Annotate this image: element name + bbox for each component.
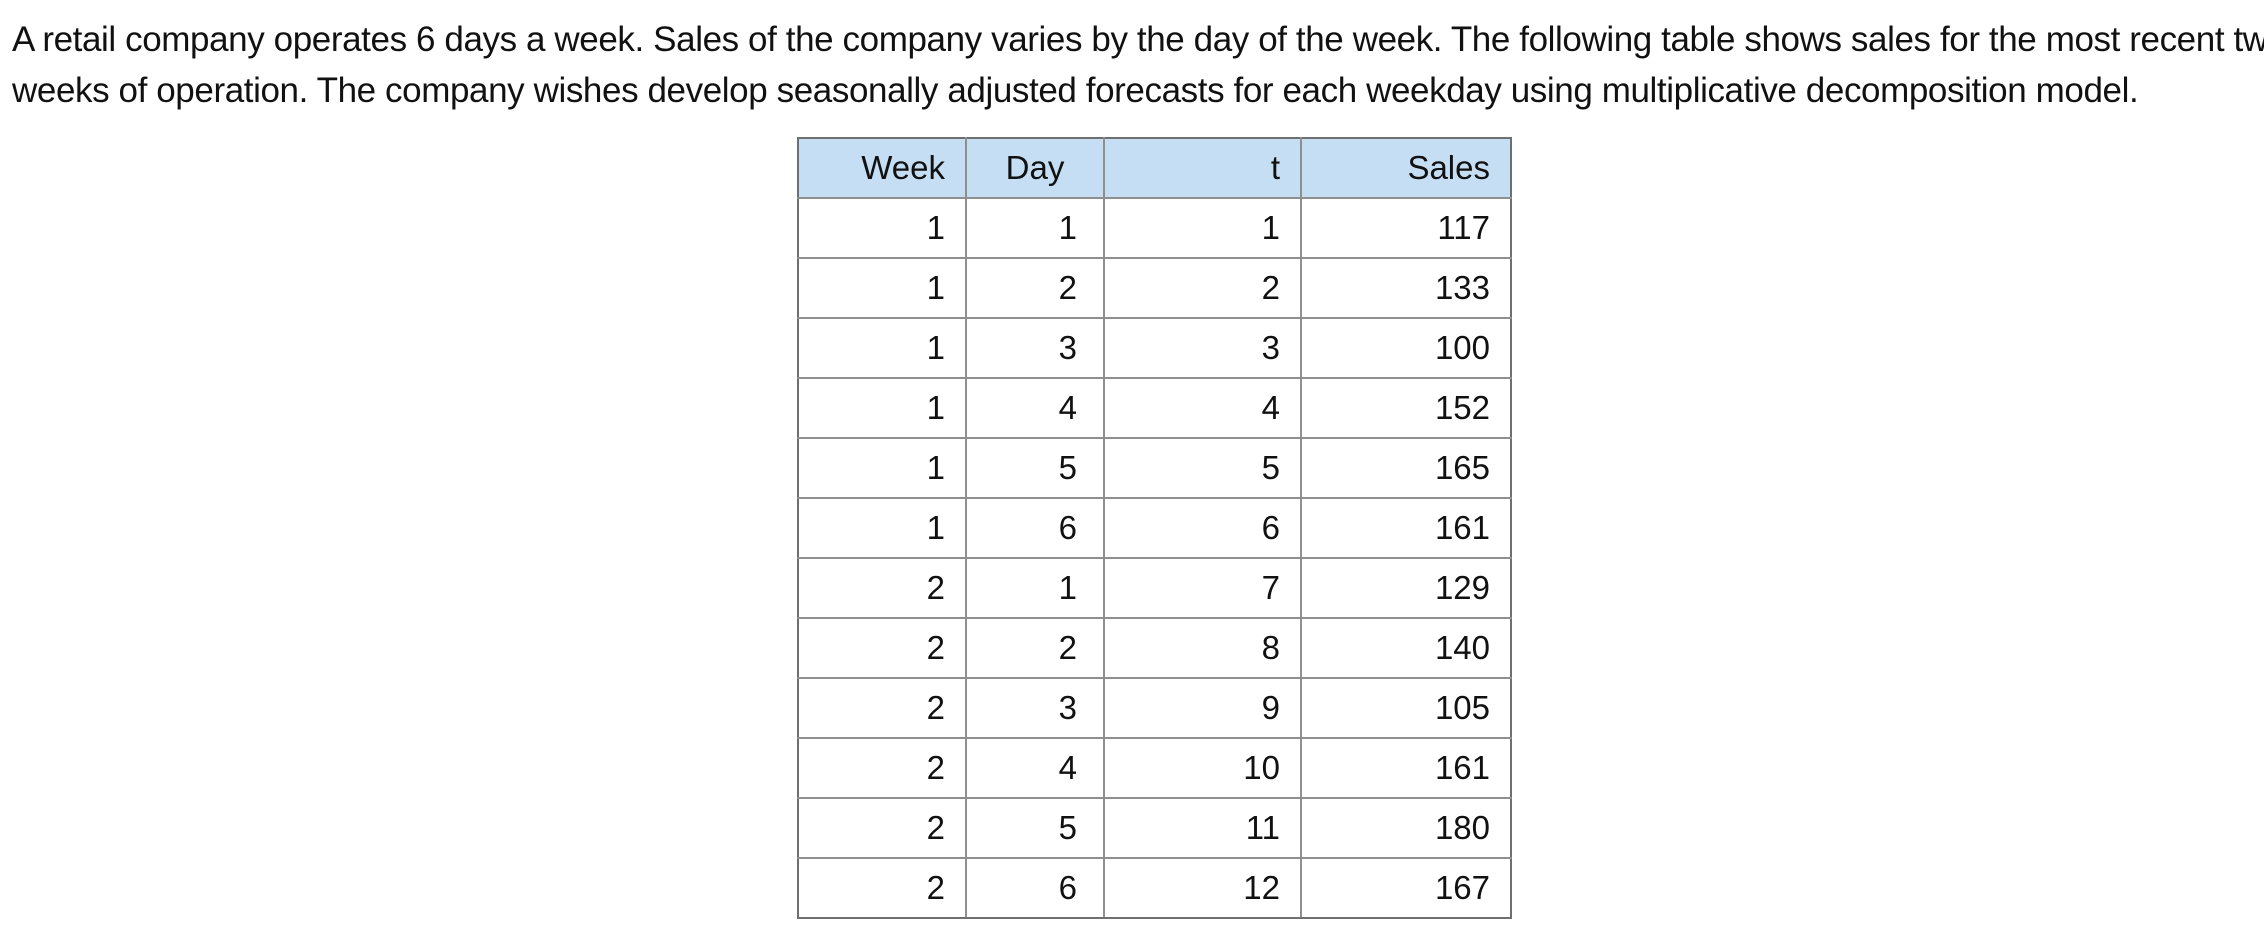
cell-week: 1 [797,257,967,319]
cell-sales: 140 [1300,617,1512,679]
cell-sales: 161 [1300,497,1512,559]
cell-sales: 180 [1300,797,1512,859]
cell-week: 2 [797,737,967,799]
cell-sales: 161 [1300,737,1512,799]
cell-day: 1 [965,197,1105,259]
cell-sales: 165 [1300,437,1512,499]
cell-week: 1 [797,317,967,379]
cell-week: 2 [797,797,967,859]
header-day: Day [965,137,1105,199]
cell-t: 5 [1103,437,1302,499]
cell-day: 4 [965,377,1105,439]
header-week: Week [797,137,967,199]
cell-t: 3 [1103,317,1302,379]
table-row: 1 3 3 100 [797,317,1512,379]
problem-statement: A retail company operates 6 days a week.… [12,14,2264,116]
cell-sales: 133 [1300,257,1512,319]
cell-t: 12 [1103,857,1302,919]
cell-week: 2 [797,557,967,619]
cell-week: 2 [797,857,967,919]
cell-week: 2 [797,677,967,739]
cell-t: 4 [1103,377,1302,439]
table-body: 1 1 1 117 1 2 2 133 1 3 3 100 1 4 4 152 … [797,197,1512,919]
table-row: 2 4 10 161 [797,737,1512,799]
cell-week: 1 [797,377,967,439]
cell-day: 2 [965,257,1105,319]
sales-table: Week Day t Sales 1 1 1 117 1 2 2 133 1 3… [797,137,1512,919]
cell-t: 7 [1103,557,1302,619]
table-row: 2 2 8 140 [797,617,1512,679]
cell-day: 1 [965,557,1105,619]
table-row: 1 6 6 161 [797,497,1512,559]
cell-t: 10 [1103,737,1302,799]
cell-t: 2 [1103,257,1302,319]
cell-week: 2 [797,617,967,679]
cell-day: 6 [965,857,1105,919]
cell-sales: 167 [1300,857,1512,919]
table-row: 1 1 1 117 [797,197,1512,259]
cell-day: 2 [965,617,1105,679]
table-row: 1 4 4 152 [797,377,1512,439]
header-sales: Sales [1300,137,1512,199]
table-row: 2 6 12 167 [797,857,1512,919]
table-row: 2 1 7 129 [797,557,1512,619]
cell-week: 1 [797,497,967,559]
cell-t: 9 [1103,677,1302,739]
table-row: 2 3 9 105 [797,677,1512,739]
problem-line-2: weeks of operation. The company wishes d… [12,71,2139,110]
table-row: 1 5 5 165 [797,437,1512,499]
table-header-row: Week Day t Sales [797,137,1512,199]
cell-sales: 152 [1300,377,1512,439]
cell-sales: 129 [1300,557,1512,619]
cell-day: 3 [965,317,1105,379]
cell-t: 6 [1103,497,1302,559]
header-t: t [1103,137,1302,199]
cell-t: 8 [1103,617,1302,679]
cell-week: 1 [797,197,967,259]
cell-day: 4 [965,737,1105,799]
cell-sales: 100 [1300,317,1512,379]
cell-sales: 117 [1300,197,1512,259]
cell-sales: 105 [1300,677,1512,739]
cell-day: 6 [965,497,1105,559]
problem-line-1: A retail company operates 6 days a week.… [12,20,2264,59]
cell-t: 1 [1103,197,1302,259]
cell-day: 3 [965,677,1105,739]
table-row: 1 2 2 133 [797,257,1512,319]
table-row: 2 5 11 180 [797,797,1512,859]
cell-day: 5 [965,797,1105,859]
cell-t: 11 [1103,797,1302,859]
cell-week: 1 [797,437,967,499]
cell-day: 5 [965,437,1105,499]
